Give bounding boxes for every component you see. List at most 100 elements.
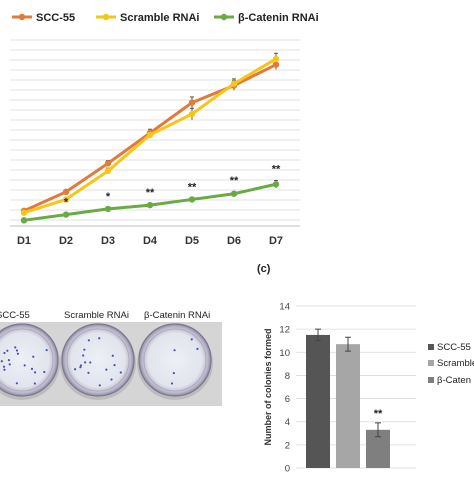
data-point-scc-55 xyxy=(272,61,280,68)
colony-dot xyxy=(87,371,90,374)
culture-dish xyxy=(0,323,59,397)
data-point-catenin-rnai xyxy=(62,211,70,218)
y-tick-label: 2 xyxy=(285,440,290,451)
x-tick-label: D2 xyxy=(59,235,73,247)
colony-dot xyxy=(172,371,175,375)
colony-dot xyxy=(196,347,199,350)
line-chart-x-tick-labels: D1 D2 D3 D4 D5 D6 D7 xyxy=(17,235,283,247)
data-point-scramble-rnai xyxy=(230,80,238,87)
y-tick-label: 8 xyxy=(285,371,290,382)
x-tick-label: D6 xyxy=(227,235,241,247)
colony-dot xyxy=(84,361,87,364)
colony-dot xyxy=(3,368,6,371)
bar-legend-label: SCC-55 xyxy=(437,342,471,353)
colony-dot xyxy=(32,355,35,358)
bar-legend-swatch xyxy=(428,377,434,383)
culture-dish xyxy=(138,323,212,397)
significance-mark: * xyxy=(106,191,111,203)
y-tick-label: 4 xyxy=(285,417,290,428)
colony-dot xyxy=(190,338,193,341)
line-chart-gridlines xyxy=(10,39,300,221)
colony-dot xyxy=(79,366,82,369)
colony-dot xyxy=(0,360,3,363)
bar-legend-label: β-Caten xyxy=(437,375,471,386)
x-tick-label: D7 xyxy=(269,235,283,247)
colony-dot xyxy=(173,349,176,352)
x-tick-label: D3 xyxy=(101,235,115,247)
growth-line-chart: D1 D2 D3 D4 D5 D6 D7 * * ** ****** SCC-55 Scramble… xyxy=(10,12,319,247)
legend-marker-scc-55 xyxy=(18,13,26,21)
bar-chart-error-bars xyxy=(315,328,381,438)
y-tick-label: 6 xyxy=(285,394,290,405)
colony-dot xyxy=(87,339,90,342)
colony-dot xyxy=(79,364,83,367)
bar-scc-55 xyxy=(306,334,330,468)
bar-legend-swatch xyxy=(428,360,434,366)
legend-label-catenin-rnai: β-Catenin RNAi xyxy=(238,12,319,24)
data-point-catenin-rnai xyxy=(20,217,28,224)
bar-legend-label: Scramble xyxy=(437,358,474,369)
data-point-scc-55 xyxy=(104,160,112,167)
colony-bar-chart: 0 2 4 6 8 10 12 14 Number of colonies formed **… xyxy=(263,302,474,475)
colony-dot xyxy=(16,352,19,355)
colony-dot xyxy=(170,382,174,385)
colony-dot xyxy=(30,367,34,370)
colony-dot xyxy=(113,364,116,367)
data-point-scramble-rnai xyxy=(104,167,112,175)
colony-dot xyxy=(15,349,19,352)
x-tick-label: D4 xyxy=(143,235,158,247)
colony-dot xyxy=(111,354,114,357)
x-tick-label: D5 xyxy=(185,235,199,247)
colony-dot xyxy=(89,361,92,364)
legend-marker-catenin-rnai xyxy=(220,13,228,21)
significance-mark: * xyxy=(64,197,69,209)
bar-chart-bars xyxy=(306,334,390,468)
colony-dot xyxy=(45,348,48,352)
colony-dot xyxy=(83,348,86,351)
dish-inner-rim xyxy=(143,328,207,392)
data-point-scc-55 xyxy=(62,188,70,196)
colony-dot xyxy=(2,365,6,368)
bar-legend-swatch xyxy=(428,344,434,350)
panel-c-label: (c) xyxy=(257,263,271,275)
data-point-scramble-rnai xyxy=(146,131,154,139)
colony-dot xyxy=(15,382,18,385)
y-tick-label: 0 xyxy=(285,464,290,475)
colony-dot xyxy=(33,382,36,385)
colony-dot xyxy=(23,364,26,367)
data-point-catenin-rnai xyxy=(104,205,112,213)
data-point-scramble-rnai xyxy=(20,209,28,216)
x-tick-label: D1 xyxy=(17,235,31,247)
colony-dot xyxy=(8,363,11,366)
data-point-catenin-rnai xyxy=(230,190,238,197)
bar-chart-y-tick-labels: 0 2 4 6 8 10 12 14 xyxy=(279,302,290,475)
colony-dot xyxy=(43,370,46,374)
dish-inner-rim xyxy=(66,328,130,392)
data-point-catenin-rnai xyxy=(272,181,280,188)
colony-dot xyxy=(119,371,122,374)
colony-dot xyxy=(110,378,113,381)
data-point-scramble-rnai xyxy=(272,55,280,63)
legend-marker-scramble-rnai xyxy=(102,13,110,21)
colony-plates-photo: SCC-55 Scramble RNAi β-Catenin RNAi xyxy=(0,310,222,406)
data-point-catenin-rnai xyxy=(146,201,154,209)
dish-inner-rim xyxy=(0,328,54,392)
colony-dot xyxy=(33,371,37,374)
colony-dot xyxy=(105,368,108,371)
bar-chart-y-axis-label: Number of colonies formed xyxy=(263,328,273,445)
line-chart-significance-marks: * * ** ****** xyxy=(64,163,281,208)
colony-dot xyxy=(3,351,6,355)
y-tick-label: 12 xyxy=(279,325,290,336)
bar-scramble-rnai xyxy=(336,344,360,468)
line-chart-legend: SCC-55 Scramble RNAi β-Catenin RNAi xyxy=(12,12,319,24)
colony-dot xyxy=(7,359,11,362)
significance-mark: ** xyxy=(230,175,239,187)
plate-label-scc55: SCC-55 xyxy=(0,310,30,321)
culture-dish xyxy=(61,323,135,397)
significance-mark: ** xyxy=(272,163,281,175)
data-point-catenin-rnai xyxy=(188,196,196,203)
bar-chart-legend: SCC-55 Scramble β-Caten xyxy=(428,342,474,386)
culture-dishes xyxy=(0,323,213,400)
